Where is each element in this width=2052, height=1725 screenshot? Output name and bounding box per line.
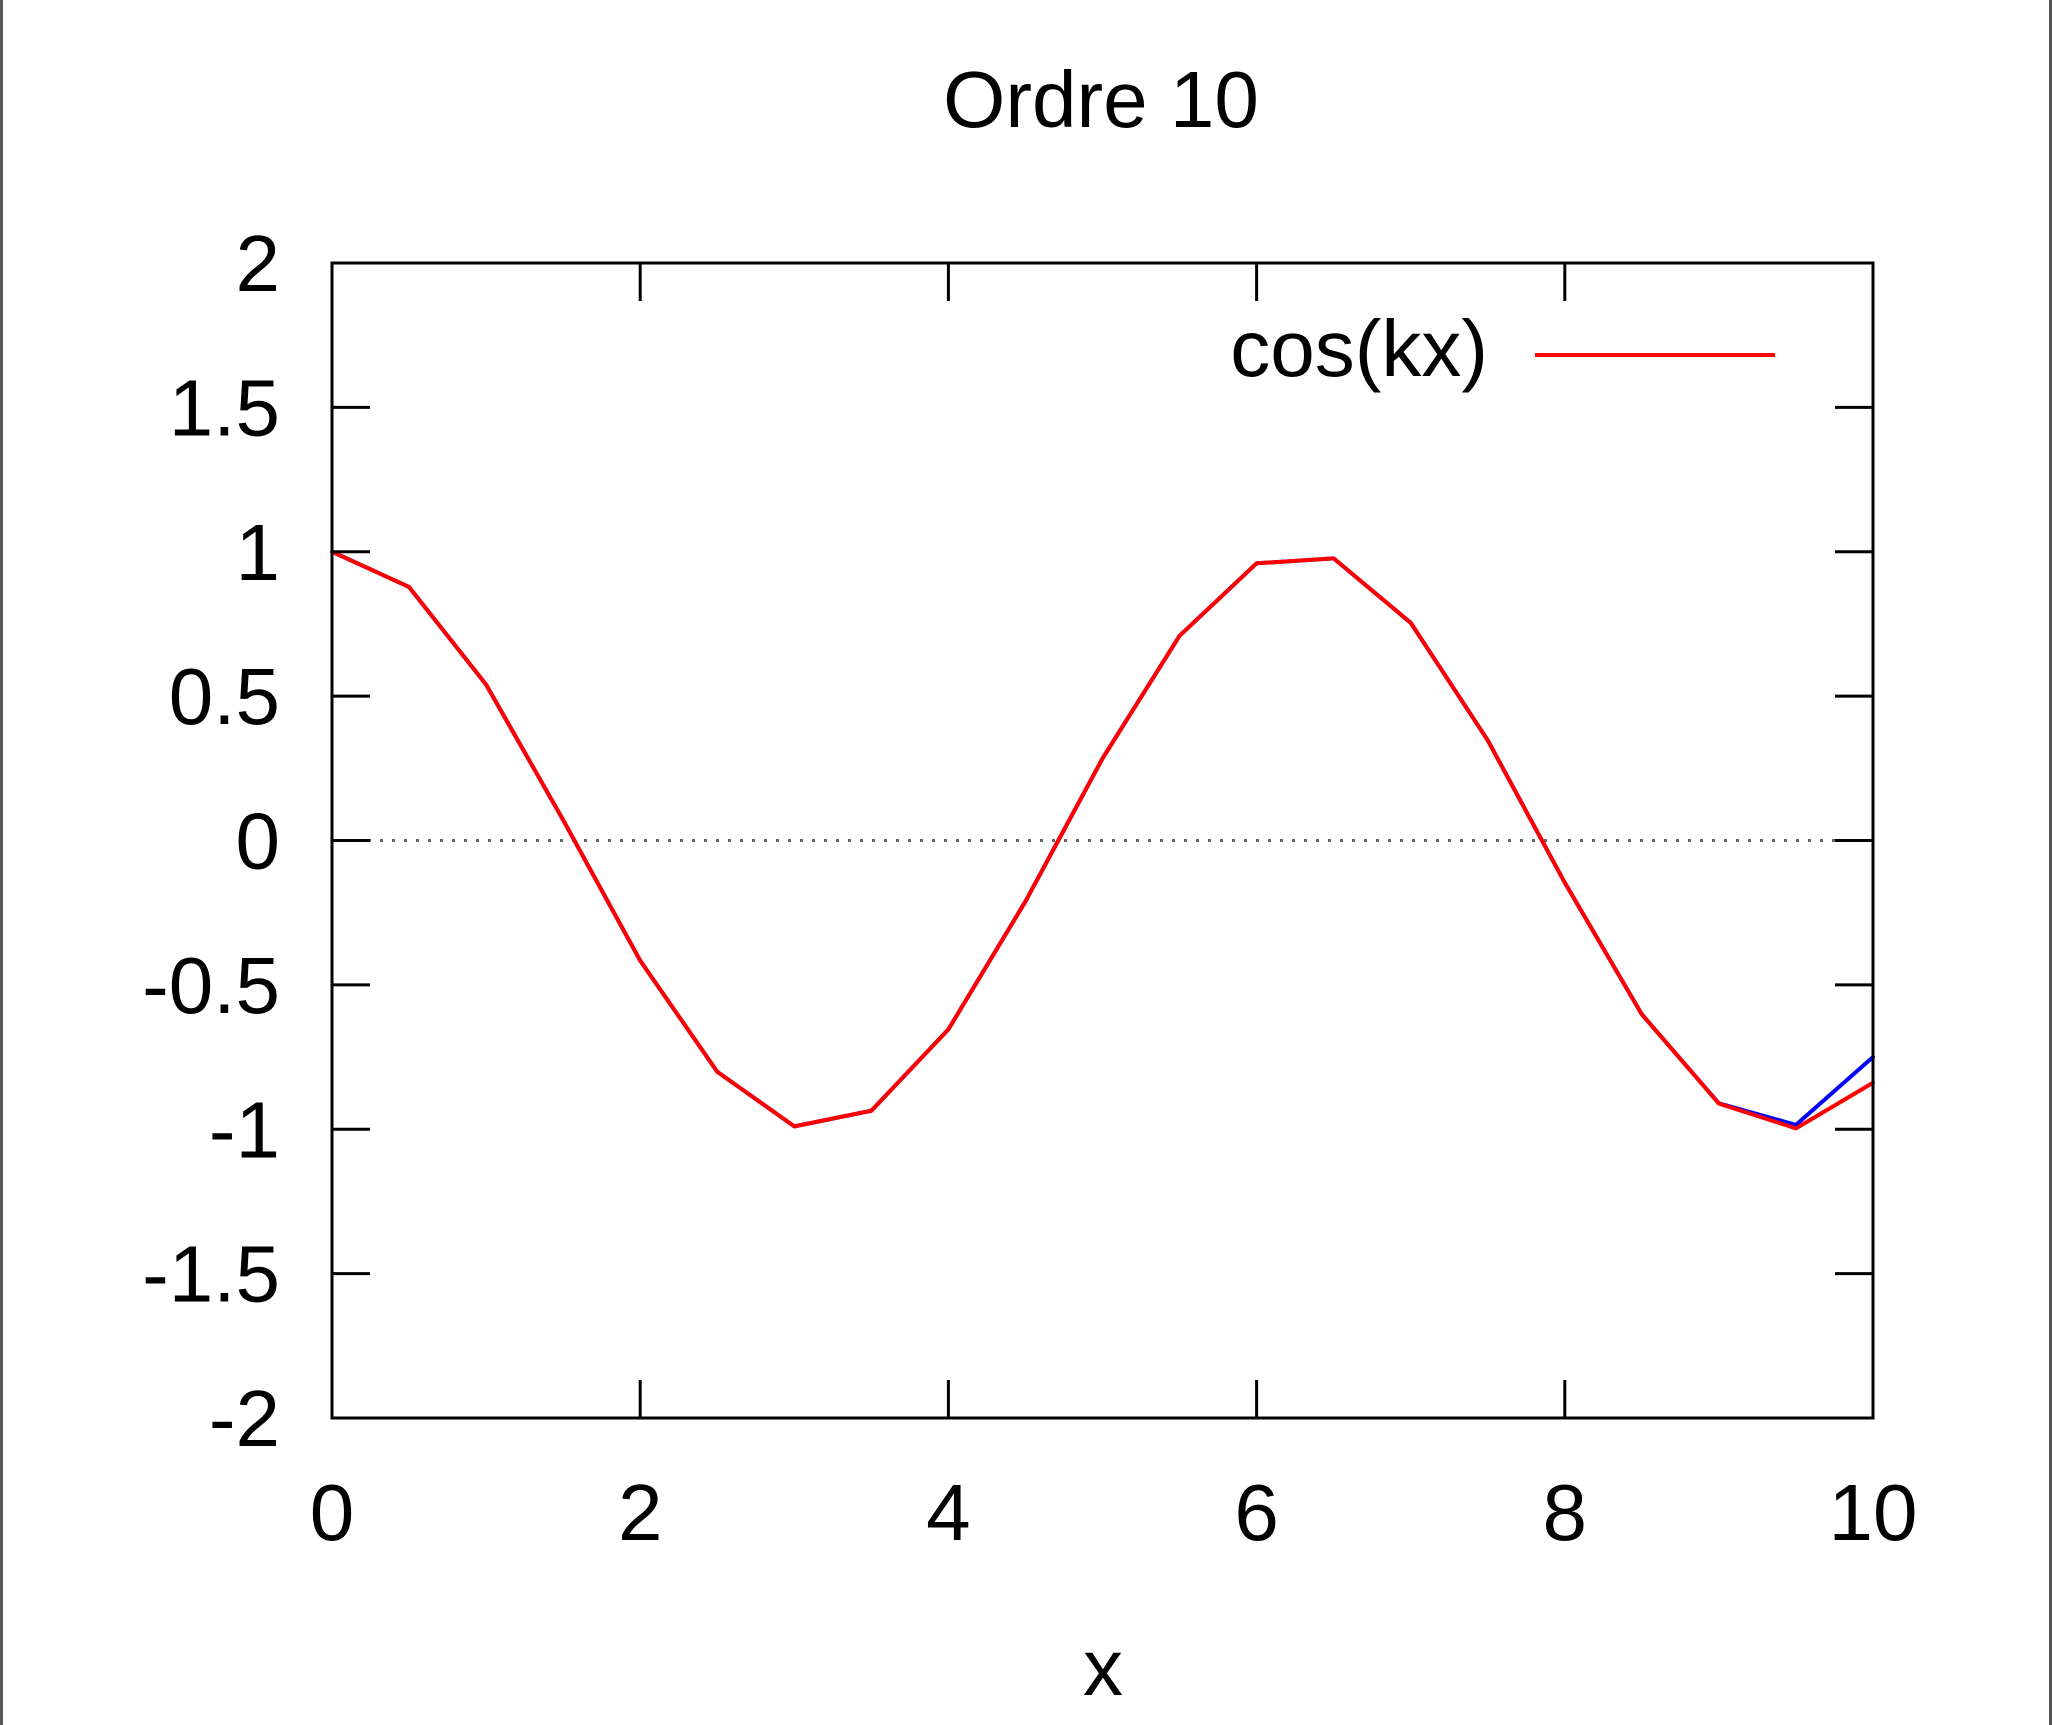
y-tick-label: 0.5 bbox=[169, 652, 280, 741]
legend-label-cos-kx: cos(kx) bbox=[1230, 304, 1488, 393]
legend: cos(kx) bbox=[1230, 304, 1775, 393]
x-tick-label: 2 bbox=[618, 1468, 663, 1557]
series-layer bbox=[330, 549, 1875, 1131]
x-tick-label: 10 bbox=[1829, 1468, 1918, 1557]
y-axis-tick-labels: 2 1.5 1 0.5 0 -0.5 -1 -1.5 -2 bbox=[142, 219, 280, 1463]
y-tick-label: 0 bbox=[236, 797, 281, 886]
axis-ticks bbox=[330, 261, 1875, 1420]
y-tick-label: -1 bbox=[209, 1085, 280, 1174]
y-tick-label: -0.5 bbox=[142, 941, 280, 1030]
x-axis-label: x bbox=[1083, 1623, 1123, 1712]
x-tick-label: 4 bbox=[926, 1468, 971, 1557]
y-tick-label: 1.5 bbox=[169, 363, 280, 452]
y-tick-label: 2 bbox=[236, 219, 281, 308]
chart-title: Ordre 10 bbox=[943, 55, 1259, 144]
x-tick-label: 0 bbox=[310, 1468, 355, 1557]
series-line-cos-kx bbox=[330, 549, 1875, 1131]
x-tick-label: 6 bbox=[1234, 1468, 1279, 1557]
y-tick-label: -2 bbox=[209, 1374, 280, 1463]
y-tick-label: 1 bbox=[236, 508, 281, 597]
y-tick-label: -1.5 bbox=[142, 1230, 280, 1319]
x-axis-tick-labels: 0 2 4 6 8 10 bbox=[310, 1468, 1918, 1557]
x-tick-label: 8 bbox=[1543, 1468, 1588, 1557]
chart-svg: Ordre 10 2 1.5 1 0.5 0 -0.5 -1 -1.5 -2 0 2 4 6 8 10 x… bbox=[142, 55, 1918, 1712]
